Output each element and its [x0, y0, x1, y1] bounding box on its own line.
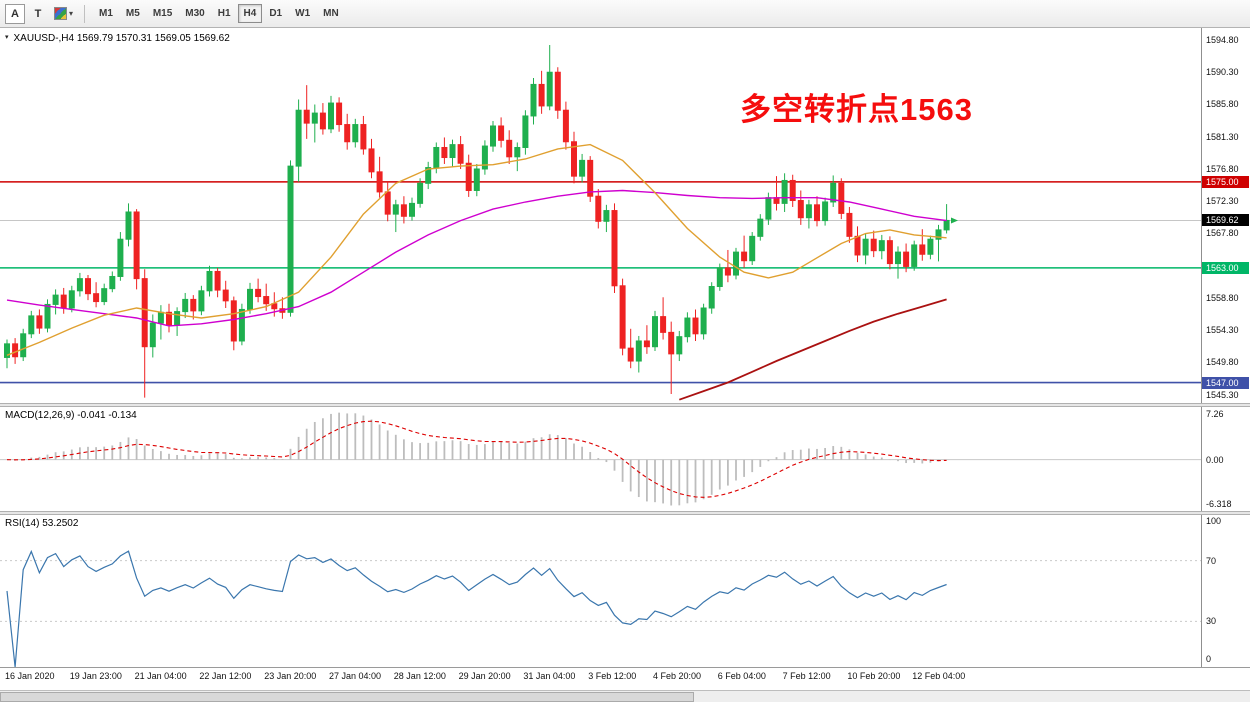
ma-magenta-line: [6, 189, 947, 327]
timeframe-button-m30[interactable]: M30: [179, 4, 210, 23]
rsi-axis-30: 30: [1206, 616, 1217, 627]
price-tick: 1576.80: [1206, 163, 1239, 174]
time-label: 4 Feb 20:00: [653, 671, 702, 681]
chart-annotation: 多空转折点1563: [740, 92, 973, 127]
horizontal-scrollbar[interactable]: [0, 690, 1250, 702]
scrollbar-thumb[interactable]: [0, 692, 694, 702]
price-tick: 1554.30: [1206, 325, 1239, 336]
text-tool-button[interactable]: T: [28, 4, 48, 24]
macd-histogram: [14, 412, 948, 506]
price-tick: 1581.30: [1206, 131, 1239, 142]
last-price-marker: [951, 217, 958, 224]
time-label: 28 Jan 12:00: [393, 671, 446, 681]
price-tag-1563.00: 1563.00: [1202, 261, 1249, 274]
cursor-tool-button[interactable]: A: [5, 3, 25, 24]
rsi-panel-plot[interactable]: [0, 515, 1201, 667]
time-axis[interactable]: [0, 667, 1250, 690]
timeframe-button-mn[interactable]: MN: [317, 4, 345, 23]
price-tick: 1572.30: [1206, 196, 1239, 207]
ma-orange-line: [6, 143, 947, 356]
panel-splitter[interactable]: [0, 511, 1250, 515]
timeframe-button-m15[interactable]: M15: [147, 4, 178, 23]
rsi-indicator-label: RSI(14) 53.2502: [5, 518, 79, 529]
price-tick: 1594.80: [1206, 35, 1239, 45]
time-label: 12 Feb 04:00: [912, 671, 966, 681]
ma-darkred-line: [678, 298, 947, 401]
time-label: 10 Feb 20:00: [847, 671, 901, 681]
timeframe-button-h1[interactable]: H1: [212, 4, 237, 23]
macd-panel-plot[interactable]: [0, 407, 1201, 511]
timeframe-button-h4[interactable]: H4: [237, 4, 263, 23]
price-tick: 1549.80: [1206, 357, 1239, 368]
price-tag-1547.00: 1547.00: [1202, 376, 1249, 389]
price-axis[interactable]: [1201, 28, 1250, 667]
price-tick: 1590.30: [1206, 67, 1239, 78]
macd-axis-zero: 0.00: [1206, 454, 1224, 465]
price-tag-1569.62: 1569.62: [1202, 214, 1249, 227]
time-label: 21 Jan 04:00: [134, 671, 187, 681]
timeframe-button-m1[interactable]: M1: [93, 4, 119, 23]
rsi-axis-0: 0: [1206, 654, 1212, 664]
time-label: 22 Jan 12:00: [199, 671, 252, 681]
panel-splitter[interactable]: [0, 403, 1250, 407]
time-label: 6 Feb 04:00: [717, 671, 766, 681]
palette-icon: [54, 7, 67, 20]
macd-axis-top: 7.26: [1206, 409, 1224, 419]
macd-axis-bottom: -6.318: [1206, 499, 1232, 509]
time-label: 3 Feb 12:00: [588, 671, 637, 681]
price-tag-1575.00: 1575.00: [1202, 175, 1249, 188]
rsi-axis-70: 70: [1206, 555, 1217, 566]
rsi-line: [6, 549, 947, 667]
timeframe-button-d1[interactable]: D1: [263, 4, 288, 23]
time-label: 23 Jan 20:00: [264, 671, 317, 681]
macd-indicator-label: MACD(12,26,9) -0.041 -0.134: [5, 410, 137, 421]
chart-header: ▾ XAUUSD-,H4 1569.79 1570.31 1569.05 1569…: [5, 33, 230, 44]
main-chart-plot[interactable]: [0, 28, 1201, 403]
price-tick: 1558.80: [1206, 292, 1239, 303]
macd-signal-line: [6, 420, 947, 498]
toolbar-separator: [84, 4, 86, 23]
rsi-axis-100: 100: [1206, 516, 1222, 526]
price-tick: 1567.80: [1206, 228, 1239, 239]
time-label: 7 Feb 12:00: [782, 671, 831, 681]
time-label: 31 Jan 04:00: [523, 671, 576, 681]
time-label: 29 Jan 20:00: [458, 671, 511, 681]
time-label: 27 Jan 04:00: [329, 671, 382, 681]
time-label: 19 Jan 23:00: [69, 671, 122, 681]
chevron-down-icon: ▾: [69, 9, 74, 18]
timeframe-button-m5[interactable]: M5: [120, 4, 146, 23]
candlestick-series: [4, 45, 950, 398]
collapse-chart-icon[interactable]: ▾: [5, 34, 9, 41]
timeframe-button-w1[interactable]: W1: [289, 4, 316, 23]
timeframe-group: M1 M5 M15 M30 H1 H4 D1 W1 MN: [93, 4, 345, 23]
price-tick: 1545.30: [1206, 389, 1239, 400]
toolbar: A T ▾ M1 M5 M15 M30 H1 H4 D1 W1 MN: [0, 0, 1250, 28]
price-tick: 1585.80: [1206, 99, 1239, 110]
time-label: 16 Jan 2020: [5, 671, 55, 681]
color-dropdown[interactable]: ▾: [51, 4, 76, 24]
chart-header-text: XAUUSD-,H4 1569.79 1570.31 1569.05 1569.…: [13, 33, 230, 44]
